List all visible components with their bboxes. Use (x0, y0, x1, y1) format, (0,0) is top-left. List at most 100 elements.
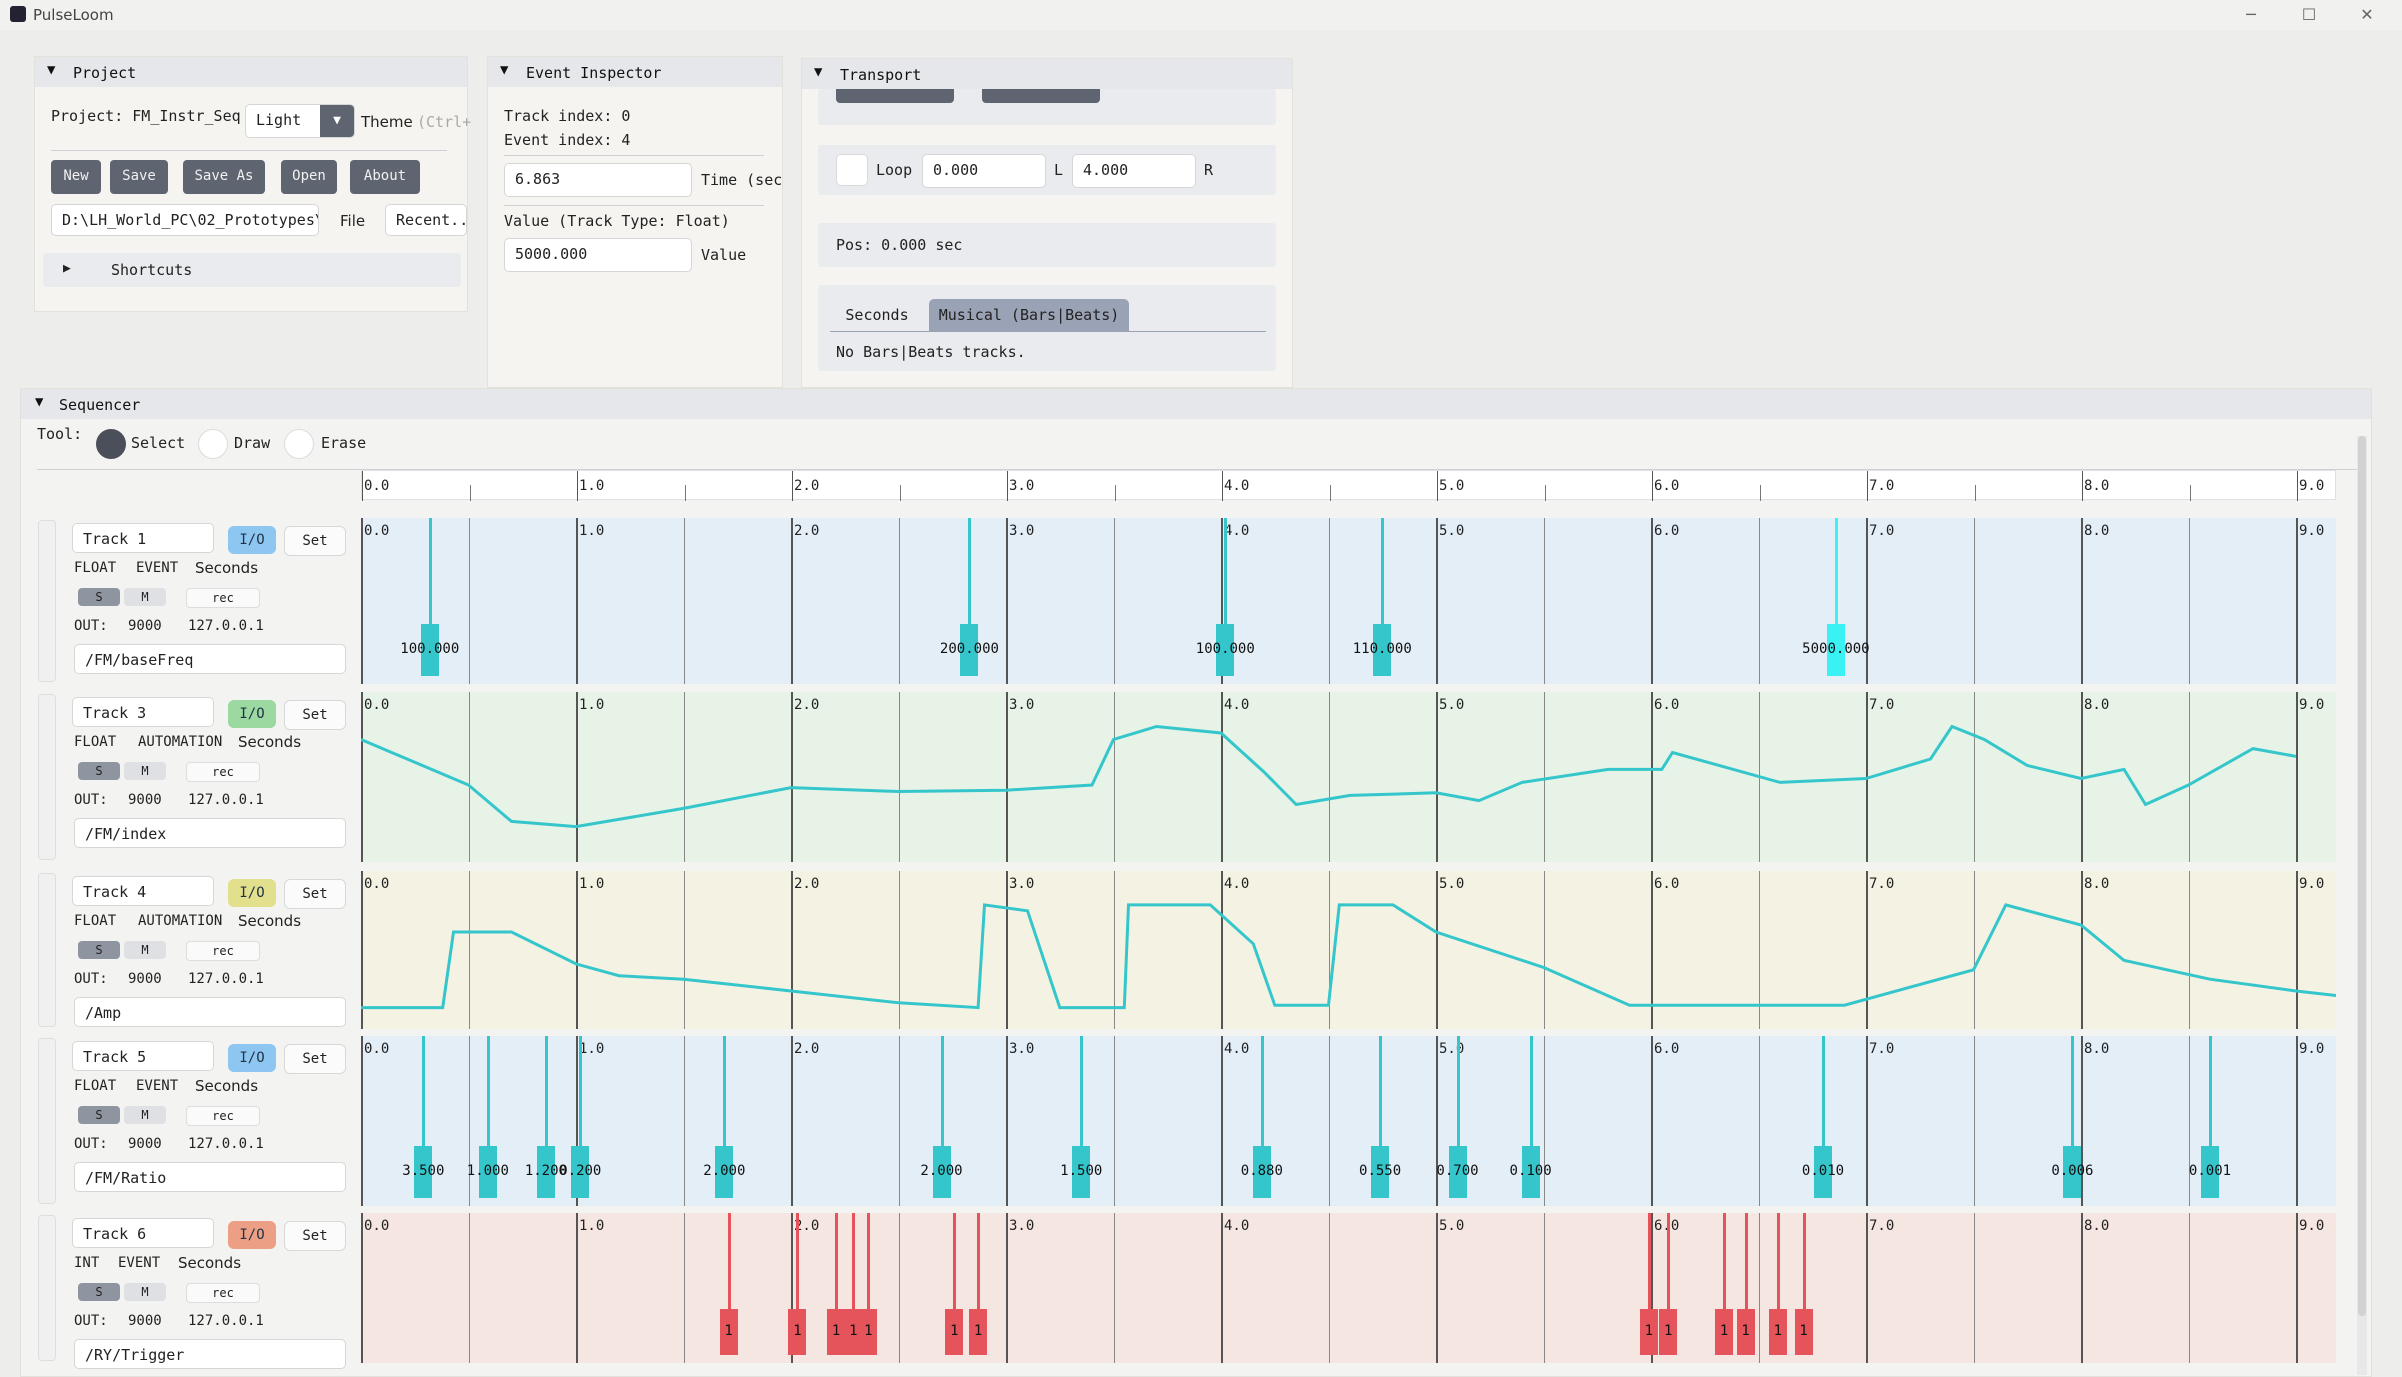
event-block[interactable] (788, 1309, 807, 1355)
event-block[interactable] (478, 1146, 497, 1198)
tool-erase-radio[interactable] (284, 429, 314, 459)
file-path-input[interactable]: D:\LH_World_PC\02_Prototypes\OS (51, 204, 319, 236)
track-event[interactable]: 1 (944, 1213, 964, 1363)
event-block[interactable] (2201, 1146, 2219, 1198)
event-block[interactable] (969, 1309, 988, 1355)
tool-select-radio[interactable] (96, 429, 126, 459)
track-name-input[interactable]: Track 3 (72, 697, 214, 727)
track-rec-button[interactable]: rec (186, 1106, 260, 1126)
automation-curve[interactable] (361, 724, 2297, 829)
event-block[interactable] (945, 1309, 964, 1355)
event-block[interactable] (1768, 1309, 1787, 1355)
track-event[interactable]: 0.010 (1802, 1036, 1844, 1206)
track-io-toggle[interactable]: I/O (228, 1044, 276, 1072)
track-mute-button[interactable]: M (124, 941, 166, 959)
track-solo-button[interactable]: S (78, 1283, 120, 1301)
track-rec-button[interactable]: rec (186, 941, 260, 961)
track-event[interactable]: 1 (1794, 1213, 1814, 1363)
loop-end-input[interactable]: 4.000 (1072, 154, 1196, 188)
track-event[interactable]: 1 (1639, 1213, 1659, 1363)
track-event[interactable]: 1 (1714, 1213, 1734, 1363)
event-block[interactable] (827, 1309, 846, 1355)
track-drag-handle[interactable] (38, 873, 56, 1027)
play-button[interactable] (836, 89, 954, 103)
event-block[interactable] (414, 1146, 433, 1198)
track-unit[interactable]: Seconds (238, 733, 302, 751)
track-event[interactable]: 1 (968, 1213, 988, 1363)
event-block[interactable] (932, 1146, 951, 1198)
track-address-input[interactable]: /FM/baseFreq (74, 644, 346, 674)
automation-curve[interactable] (361, 903, 2336, 1010)
track-event[interactable]: 1 (1658, 1213, 1678, 1363)
minimize-icon[interactable]: ─ (2246, 5, 2256, 24)
track-address-input[interactable]: /Amp (74, 997, 346, 1027)
chevron-down-icon[interactable]: ▼ (320, 105, 354, 137)
scrollbar-thumb[interactable] (2358, 436, 2366, 1316)
track-lane[interactable]: 0.01.02.03.04.05.06.07.08.09.01111111111… (361, 1213, 2336, 1363)
track-event[interactable]: 0.550 (1359, 1036, 1401, 1206)
track-event[interactable]: 0.001 (2189, 1036, 2231, 1206)
track-event[interactable]: 1 (1768, 1213, 1788, 1363)
track-unit[interactable]: Seconds (195, 1077, 259, 1095)
stop-button[interactable] (982, 89, 1100, 103)
track-event[interactable]: 0.100 (1510, 1036, 1552, 1206)
track-mute-button[interactable]: M (124, 1106, 166, 1124)
track-mute-button[interactable]: M (124, 762, 166, 780)
track-drag-handle[interactable] (38, 1215, 56, 1361)
track-event[interactable]: 0.880 (1241, 1036, 1283, 1206)
new-button[interactable]: New (51, 160, 101, 194)
track-set-button[interactable]: Set (284, 526, 346, 556)
event-block[interactable] (715, 1146, 734, 1198)
track-event[interactable]: 0.006 (2051, 1036, 2093, 1206)
track-name-input[interactable]: Track 4 (72, 876, 214, 906)
theme-select[interactable]: Light ▼ (245, 104, 355, 138)
track-unit[interactable]: Seconds (178, 1254, 242, 1272)
event-block[interactable] (1639, 1309, 1658, 1355)
loop-checkbox[interactable] (836, 154, 868, 186)
time-input[interactable]: 6.863 (504, 163, 692, 197)
track-solo-button[interactable]: S (78, 941, 120, 959)
track-event[interactable]: 2.000 (920, 1036, 963, 1206)
event-block[interactable] (960, 624, 979, 676)
track-io-toggle[interactable]: I/O (228, 526, 276, 554)
track-lane[interactable]: 0.0 1.0 2.0 3.0 4.0 5.0 6.0 7.0 8.0 9.0 (361, 692, 2336, 862)
track-event[interactable]: 0.200 (559, 1036, 601, 1206)
track-event[interactable]: 1.000 (467, 1036, 509, 1206)
automation-curve-svg[interactable] (361, 871, 2336, 1029)
track-rec-button[interactable]: rec (186, 588, 260, 608)
value-input[interactable]: 5000.000 (504, 238, 692, 272)
track-set-button[interactable]: Set (284, 700, 346, 730)
shortcuts-toggle[interactable]: ▶ Shortcuts (43, 253, 461, 287)
track-event[interactable]: 5000.000 (1802, 518, 1870, 684)
track-set-button[interactable]: Set (284, 1044, 346, 1074)
project-panel-header[interactable]: ▼ Project (35, 57, 467, 87)
event-block[interactable] (844, 1309, 863, 1355)
maximize-icon[interactable]: ☐ (2301, 5, 2317, 24)
track-io-toggle[interactable]: I/O (228, 879, 276, 907)
track-rec-button[interactable]: rec (186, 762, 260, 782)
event-inspector-header[interactable]: ▼ Event Inspector (488, 57, 782, 87)
track-event[interactable]: 1.200 (525, 1036, 567, 1206)
track-name-input[interactable]: Track 1 (72, 523, 214, 553)
track-solo-button[interactable]: S (78, 762, 120, 780)
track-set-button[interactable]: Set (284, 1221, 346, 1251)
about-button[interactable]: About (350, 160, 420, 194)
track-lane[interactable]: 0.0 1.0 2.0 3.0 4.0 5.0 6.0 7.0 8.0 9.0 (361, 871, 2336, 1029)
track-event[interactable]: 1 (719, 1213, 739, 1363)
track-lane[interactable]: 0.0 1.0 2.0 3.0 4.0 5.0 6.0 7.0 8.0 9.0 3.500 1.000… (361, 1036, 2336, 1206)
close-icon[interactable]: ✕ (2360, 5, 2374, 24)
track-drag-handle[interactable] (38, 520, 56, 682)
open-button[interactable]: Open (281, 160, 337, 194)
event-block[interactable] (1448, 1146, 1467, 1198)
track-event[interactable]: 1 (843, 1213, 863, 1363)
track-lane[interactable]: 0.0 1.0 2.0 3.0 4.0 5.0 6.0 7.0 8.0 9.0 100.000 200… (361, 518, 2336, 684)
sequencer-scrollbar[interactable] (2357, 436, 2367, 1375)
event-block[interactable] (1814, 1146, 1832, 1198)
sequencer-header[interactable]: ▼ Sequencer (21, 389, 2371, 419)
automation-curve-svg[interactable] (361, 692, 2336, 862)
track-event[interactable]: 1 (1736, 1213, 1756, 1363)
track-set-button[interactable]: Set (284, 879, 346, 909)
timeline-ruler[interactable]: 0.0 1.0 2.0 3.0 4.0 5.0 6.0 7.0 8.0 9.0 (361, 470, 2336, 501)
track-address-input[interactable]: /FM/Ratio (74, 1162, 346, 1192)
track-drag-handle[interactable] (38, 1038, 56, 1204)
